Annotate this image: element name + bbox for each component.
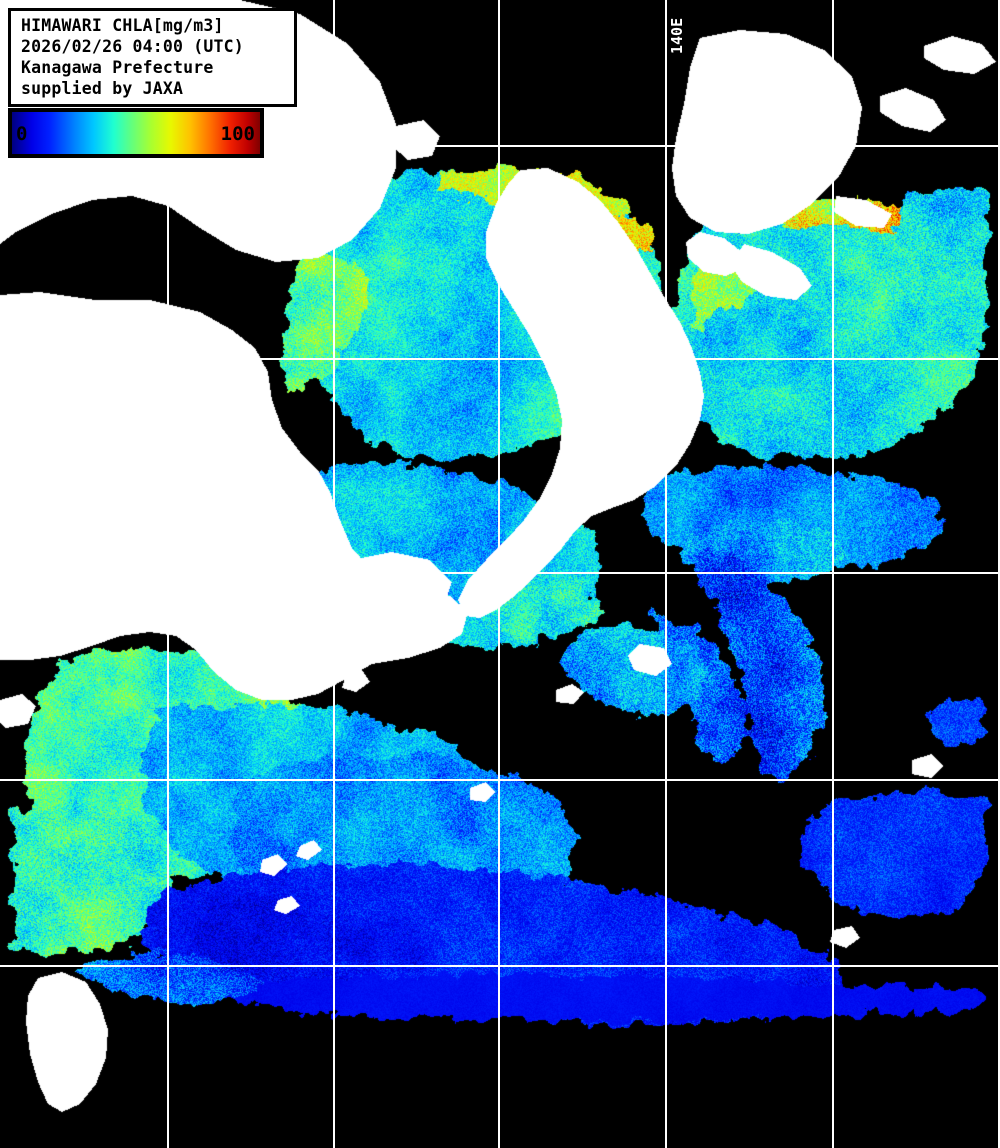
product-info-box: HIMAWARI CHLA[mg/m3] 2026/02/26 04:00 (U… <box>8 8 297 107</box>
product-datetime-line: 2026/02/26 04:00 (UTC) <box>21 37 244 56</box>
colorbar-min-label: 0 <box>16 123 28 145</box>
colorbar-gradient <box>12 112 260 154</box>
product-title-line: HIMAWARI CHLA[mg/m3] <box>21 16 224 35</box>
colorbar-max-label: 100 <box>220 123 255 145</box>
product-region-line: Kanagawa Prefecture <box>21 58 214 77</box>
product-source-line: supplied by JAXA <box>21 79 184 98</box>
latitude-tick-label: 40N <box>0 355 28 373</box>
colorbar: 0 100 <box>8 108 264 158</box>
longitude-tick-label: 140E <box>668 17 686 54</box>
